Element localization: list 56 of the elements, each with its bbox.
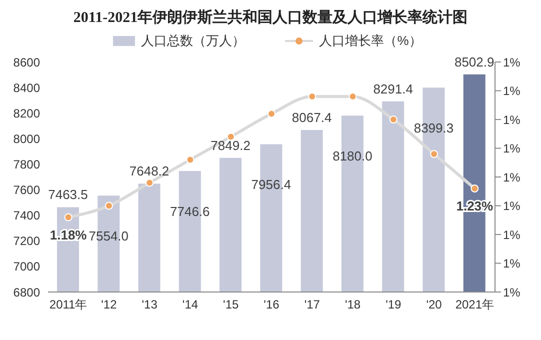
y-tick-label: 7800 (13, 157, 40, 172)
data-label: 7463.5 (48, 187, 88, 202)
point (430, 150, 438, 158)
chart-title: 2011-2021年伊朗伊斯兰共和国人口数量及人口增长率统计图 (72, 8, 469, 28)
y-tick-label: 7600 (13, 183, 40, 198)
x-tick-label: '17 (304, 298, 320, 312)
y2-tick-label: 1% (503, 112, 521, 127)
data-label: 8180.0 (332, 148, 372, 164)
point (146, 178, 154, 187)
y-tick-label: 7200 (13, 234, 40, 248)
data-label: 8067.4 (292, 110, 332, 126)
y2-tick-label: 1% (503, 285, 521, 300)
legend-label: 人口总数（万人） (140, 32, 246, 50)
x-tick-label: '16 (264, 298, 280, 312)
y2-tick-label: 1% (503, 199, 521, 214)
y2-tick-label: 1% (503, 142, 521, 156)
legend-label: 人口增长率（%） (318, 32, 422, 50)
y2-tick-label: 1% (503, 55, 521, 70)
y-tick-label: 6800 (13, 285, 40, 300)
data-label: 7849.2 (210, 138, 250, 153)
x-tick-label: '19 (386, 298, 402, 312)
x-tick-label: '12 (101, 298, 118, 312)
x-tick-label: '18 (344, 298, 361, 312)
data-label: 1.18% (50, 227, 88, 242)
y-tick-label: 8000 (13, 132, 40, 146)
y-tick-label: 8400 (13, 80, 40, 95)
y2-tick-label: 1% (503, 228, 521, 242)
y-tick-label: 8600 (13, 55, 40, 70)
y-tick-label: 7400 (13, 208, 40, 223)
point (348, 92, 357, 100)
y-tick-label: 8200 (13, 106, 40, 120)
x-tick-label: 2011年 (49, 298, 88, 312)
y-tick-label: 7000 (13, 260, 40, 274)
point (186, 156, 194, 164)
point (389, 116, 398, 124)
data-label: 7554.0 (88, 228, 129, 244)
x-tick-label: '20 (426, 298, 442, 312)
data-label: 8502.9 (454, 54, 494, 70)
y2-tick-label: 1% (503, 170, 521, 184)
y2-tick-label: 1% (503, 84, 521, 98)
point (226, 132, 235, 141)
point (268, 110, 276, 118)
x-tick-label: 2021年 (455, 298, 494, 312)
point (308, 92, 316, 100)
data-label: 7956.4 (251, 177, 292, 192)
x-tick-label: '15 (223, 298, 240, 312)
point (64, 213, 72, 222)
data-label: 7746.6 (170, 204, 210, 220)
point (470, 184, 479, 192)
data-label: 7648.2 (129, 164, 170, 179)
data-label: 8399.3 (414, 120, 454, 136)
x-tick-label: '13 (142, 298, 158, 312)
x-tick-label: '14 (182, 298, 198, 312)
y2-tick-label: 1% (503, 256, 521, 271)
data-label: 8291.4 (373, 81, 413, 96)
point (104, 202, 113, 210)
